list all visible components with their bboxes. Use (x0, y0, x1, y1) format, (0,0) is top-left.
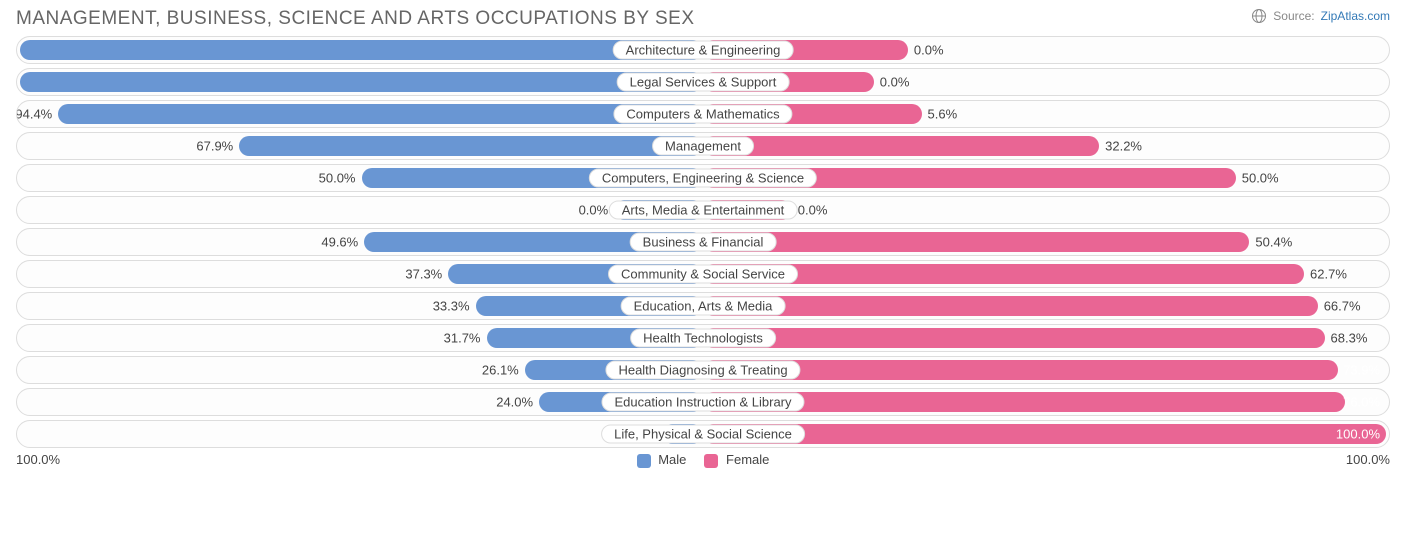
chart-row: 67.9% 32.2% Management (16, 132, 1390, 160)
axis-right-label: 100.0% (1346, 452, 1390, 467)
male-value-label: 94.4% (16, 107, 52, 122)
chart-header: MANAGEMENT, BUSINESS, SCIENCE AND ARTS O… (16, 8, 1390, 30)
legend-female-label: Female (726, 452, 769, 467)
male-swatch (637, 454, 651, 468)
chart-row: 31.7% 68.3% Health Technologists (16, 324, 1390, 352)
male-value-label: 24.0% (496, 395, 533, 410)
chart-row: 33.3% 66.7% Education, Arts & Media (16, 292, 1390, 320)
male-value-label: 31.7% (444, 331, 481, 346)
category-label: Computers, Engineering & Science (589, 169, 817, 188)
male-value-label: 26.1% (482, 363, 519, 378)
male-bar (20, 72, 703, 92)
female-bar (703, 136, 1099, 156)
female-value-label: 62.7% (1310, 267, 1347, 282)
chart-row: 0.0% 0.0%Arts, Media & Entertainment (16, 196, 1390, 224)
male-value-label: 50.0% (319, 171, 356, 186)
category-label: Education Instruction & Library (601, 393, 804, 412)
chart-row: 24.0% 76.0% Education Instruction & Librar… (16, 388, 1390, 416)
female-value-label: 50.0% (1242, 171, 1279, 186)
chart-row: 50.0% 50.0% Computers, Engineering & Scien… (16, 164, 1390, 192)
male-value-label: 33.3% (433, 299, 470, 314)
male-bar (239, 136, 703, 156)
female-value-label: 66.7% (1324, 299, 1361, 314)
male-value-label: 67.9% (196, 139, 233, 154)
globe-icon (1251, 8, 1267, 24)
category-label: Architecture & Engineering (613, 41, 794, 60)
chart-source: Source: ZipAtlas.com (1251, 8, 1390, 24)
female-value-label: 32.2% (1105, 139, 1142, 154)
male-value-label: 49.6% (321, 235, 358, 250)
chart-row: 100.0%0.0%Legal Services & Support (16, 68, 1390, 96)
female-bar (703, 328, 1325, 348)
female-value-label: 100.0% (1336, 427, 1380, 442)
female-bar (703, 296, 1318, 316)
female-value-label: 73.9% (1343, 363, 1380, 378)
category-label: Health Technologists (630, 329, 776, 348)
female-value-label: 68.3% (1331, 331, 1368, 346)
legend: Male Female (637, 452, 770, 468)
female-value-label: 0.0% (880, 75, 910, 90)
category-label: Health Diagnosing & Treating (605, 361, 800, 380)
source-link: ZipAtlas.com (1321, 9, 1390, 23)
chart-row: 26.1% 73.9% Health Diagnosing & Treating (16, 356, 1390, 384)
chart-row: 100.0%0.0%Architecture & Engineering (16, 36, 1390, 64)
chart-row: 37.3% 62.7% Community & Social Service (16, 260, 1390, 288)
category-label: Arts, Media & Entertainment (609, 201, 798, 220)
category-label: Life, Physical & Social Science (601, 425, 805, 444)
female-bar (703, 424, 1386, 444)
chart-body: 100.0%0.0%Architecture & Engineering100.… (16, 36, 1390, 448)
chart-footer: 100.0% Male Female 100.0% (16, 452, 1390, 468)
female-value-label: 76.0% (1343, 395, 1380, 410)
category-label: Computers & Mathematics (613, 105, 792, 124)
female-value-label: 0.0% (798, 203, 828, 218)
category-label: Legal Services & Support (617, 73, 790, 92)
male-value-label: 0.0% (579, 203, 609, 218)
legend-female: Female (704, 452, 769, 468)
female-swatch (704, 454, 718, 468)
category-label: Education, Arts & Media (621, 297, 786, 316)
chart-row: 49.6% 50.4% Business & Financial (16, 228, 1390, 256)
category-label: Business & Financial (630, 233, 777, 252)
legend-male: Male (637, 452, 687, 468)
category-label: Community & Social Service (608, 265, 798, 284)
legend-male-label: Male (658, 452, 686, 467)
female-bar (703, 232, 1249, 252)
male-bar (20, 40, 703, 60)
axis-left-label: 100.0% (16, 452, 60, 467)
female-value-label: 0.0% (914, 43, 944, 58)
chart-row: 0.0%100.0%Life, Physical & Social Scienc… (16, 420, 1390, 448)
female-value-label: 5.6% (928, 107, 958, 122)
category-label: Management (652, 137, 754, 156)
source-label: Source: (1273, 9, 1314, 23)
male-value-label: 37.3% (405, 267, 442, 282)
female-value-label: 50.4% (1255, 235, 1292, 250)
chart-title: MANAGEMENT, BUSINESS, SCIENCE AND ARTS O… (16, 8, 695, 30)
male-bar (58, 104, 703, 124)
chart-row: 94.4% 5.6% Computers & Mathematics (16, 100, 1390, 128)
